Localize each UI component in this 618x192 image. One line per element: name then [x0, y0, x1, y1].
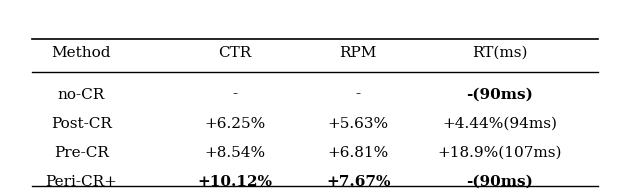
Text: -(90ms): -(90ms)	[467, 88, 533, 102]
Text: +4.44%(94ms): +4.44%(94ms)	[442, 117, 557, 131]
Text: +6.25%: +6.25%	[205, 117, 266, 131]
Text: Post-CR: Post-CR	[51, 117, 112, 131]
Text: -(90ms): -(90ms)	[467, 175, 533, 189]
Text: -: -	[355, 88, 361, 102]
Text: Peri-CR+: Peri-CR+	[46, 175, 117, 189]
Text: -: -	[232, 88, 238, 102]
Text: CTR: CTR	[219, 46, 252, 60]
Text: Pre-CR: Pre-CR	[54, 146, 109, 160]
Text: RT(ms): RT(ms)	[472, 46, 528, 60]
Text: +18.9%(107ms): +18.9%(107ms)	[438, 146, 562, 160]
Text: +5.63%: +5.63%	[328, 117, 389, 131]
Text: +6.81%: +6.81%	[328, 146, 389, 160]
Text: +8.54%: +8.54%	[205, 146, 266, 160]
Text: no-CR: no-CR	[57, 88, 105, 102]
Text: +7.67%: +7.67%	[326, 175, 391, 189]
Text: RPM: RPM	[339, 46, 377, 60]
Text: Method: Method	[52, 46, 111, 60]
Text: +10.12%: +10.12%	[198, 175, 273, 189]
